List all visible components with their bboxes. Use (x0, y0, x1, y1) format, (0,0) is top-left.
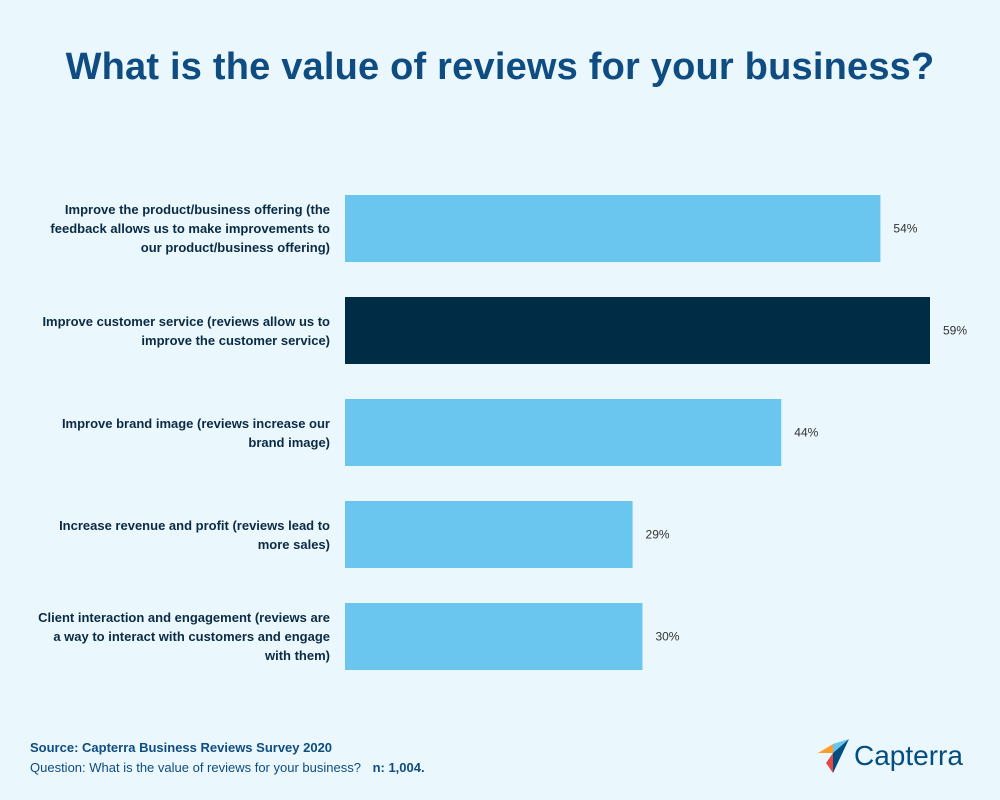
category-label-line: our product/business offering) (140, 240, 330, 255)
bar-value-label: 44% (794, 426, 818, 440)
bar (345, 501, 633, 568)
capterra-logo: Capterra (818, 738, 963, 774)
category-label-line: feedback allows us to make improvements … (50, 221, 330, 236)
category-label-line: Improve the product/business offering (t… (64, 202, 330, 217)
category-label-line: Increase revenue and profit (reviews lea… (59, 517, 330, 533)
category-label: Improve brand image (reviews increase ou… (20, 414, 330, 452)
bar-value-label: 59% (943, 324, 967, 338)
bar-value-label: 54% (893, 222, 917, 236)
bar-value-label: 30% (655, 630, 679, 644)
capterra-arrow-icon (818, 739, 849, 773)
category-label: Client interaction and engagement (revie… (20, 608, 330, 665)
category-label-line: with them) (265, 648, 330, 663)
category-label: Improve customer service (reviews allow … (20, 312, 330, 350)
question-text: Question: What is the value of reviews f… (30, 760, 361, 775)
chart-footer: Source: Capterra Business Reviews Survey… (30, 738, 425, 778)
source-note: Source: Capterra Business Reviews Survey… (30, 740, 333, 755)
category-label-line: improve the customer service) (141, 332, 330, 348)
category-label-line: Improve customer service (reviews allow … (42, 313, 330, 329)
category-label-line: more sales) (257, 536, 330, 552)
logo-text: Capterra (854, 740, 963, 771)
category-label: Increase revenue and profit (reviews lea… (20, 516, 330, 554)
bar-value-label: 29% (646, 528, 670, 542)
category-label-line: Client interaction and engagement (revie… (38, 610, 330, 625)
bar (345, 603, 643, 670)
bar (345, 399, 782, 466)
chart-title: What is the value of reviews for your bu… (65, 46, 935, 88)
bar (345, 195, 881, 262)
category-label: Improve the product/business offering (t… (20, 200, 330, 257)
sample-size: n: 1,004. (372, 760, 425, 775)
category-label-line: a way to interact with customers and eng… (53, 629, 330, 644)
bar (345, 297, 930, 364)
question-note: Question: What is the value of reviews f… (30, 758, 425, 778)
category-label-line: brand image) (248, 434, 330, 450)
category-label-line: Improve brand image (reviews increase ou… (61, 415, 330, 431)
